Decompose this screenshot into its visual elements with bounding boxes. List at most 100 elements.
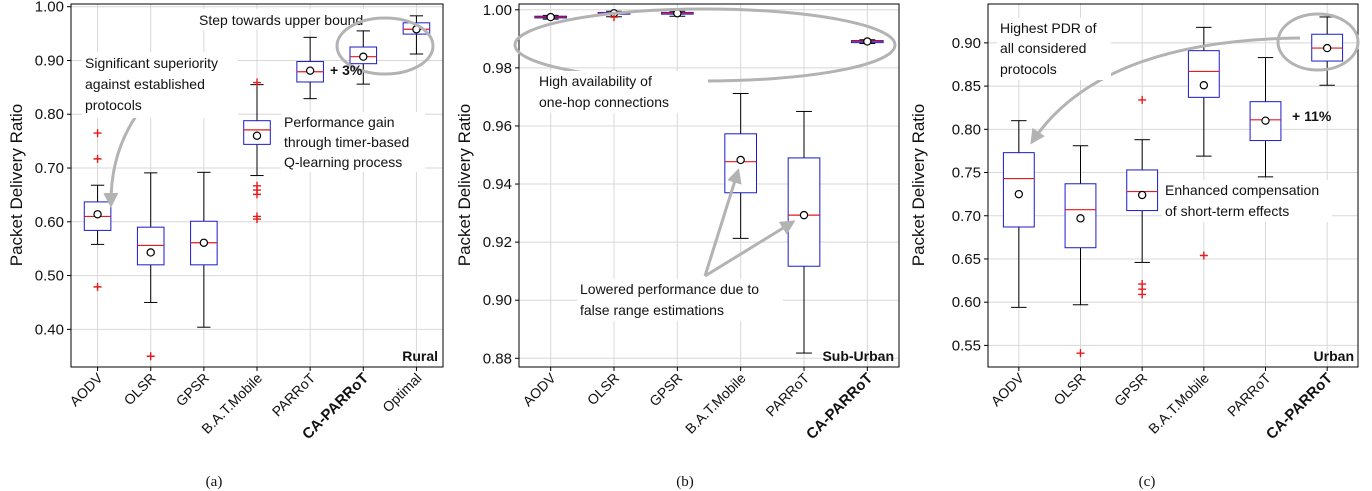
outlier-marker bbox=[93, 129, 102, 138]
y-tick-label: 0.90 bbox=[35, 52, 64, 69]
box-mean-marker bbox=[1076, 214, 1085, 223]
y-tick-label: 0.75 bbox=[952, 165, 981, 182]
panel-a-ylabel: Packet Delivery Ratio bbox=[7, 104, 26, 267]
x-tick-label: B.A.T.Mobile bbox=[682, 370, 749, 437]
outlier-marker bbox=[93, 282, 102, 291]
y-tick-label: 0.80 bbox=[952, 121, 981, 138]
y-tick-label: 0.96 bbox=[483, 118, 512, 135]
outlier-marker bbox=[253, 181, 261, 190]
annotation-a3: + 3% bbox=[330, 62, 363, 78]
annotation-bg-c1 bbox=[997, 18, 1111, 80]
y-tick-label: 1.00 bbox=[35, 0, 64, 16]
y-tick-label: 0.98 bbox=[483, 60, 512, 77]
box-b-a-t-mobile bbox=[243, 78, 271, 224]
x-tick-label: AODV bbox=[988, 369, 1028, 409]
panel-c-frame bbox=[987, 3, 1359, 368]
annotation-c2: + 11% bbox=[1292, 108, 1332, 124]
box-mean-marker bbox=[93, 210, 102, 219]
y-tick-label: 0.92 bbox=[483, 234, 512, 251]
box-mean-marker bbox=[305, 66, 315, 75]
box-aodv bbox=[1002, 120, 1035, 308]
y-tick-label: 0.70 bbox=[952, 208, 981, 225]
annotation-ellipse-b bbox=[513, 7, 897, 83]
box-ca-parrot bbox=[1311, 16, 1344, 86]
y-tick-label: 0.65 bbox=[952, 251, 981, 268]
panel-c-annotations: Highest PDR of all considered protocols … bbox=[997, 12, 1360, 222]
annotation-c3-line2: of short-term effects bbox=[1165, 203, 1289, 219]
panel-a: 0.40 0.50 0.60 0.70 0.80 0.90 1.00 AODV OLSR GPS… bbox=[7, 0, 444, 490]
box-mean-marker bbox=[799, 210, 809, 220]
box-mean-marker bbox=[359, 52, 368, 61]
box-mean-marker bbox=[736, 155, 745, 165]
y-tick-label: 0.60 bbox=[35, 214, 64, 231]
box-iqr bbox=[1187, 50, 1220, 98]
x-tick-label: PARRoT bbox=[1224, 369, 1274, 419]
box-iqr bbox=[1002, 152, 1035, 228]
y-tick-label: 0.50 bbox=[35, 268, 64, 285]
outlier-marker bbox=[93, 154, 102, 163]
annotation-a1-line1: Significant superiority bbox=[85, 55, 218, 71]
annotation-b1-line1: High availability of bbox=[539, 73, 652, 89]
annotation-bg-a2 bbox=[196, 9, 372, 30]
box-mean-marker bbox=[1322, 43, 1332, 53]
panel-a-annotations: Significant superiority against establis… bbox=[82, 9, 435, 208]
annotation-c3-line1: Enhanced compensation bbox=[1165, 182, 1319, 198]
x-tick-label: GPSR bbox=[1111, 370, 1150, 409]
annotation-bg-a1 bbox=[82, 52, 238, 118]
x-tick-label: PARRoT bbox=[269, 369, 319, 419]
annotation-bg-a4 bbox=[281, 112, 425, 172]
box-olsr bbox=[1064, 145, 1097, 358]
box-mean-marker bbox=[1137, 190, 1147, 200]
box-gpsr bbox=[190, 171, 218, 328]
y-tick-label: 0.85 bbox=[952, 78, 981, 95]
box-mean-marker bbox=[252, 131, 262, 140]
panel-c-yticks: 0.55 0.60 0.65 0.70 0.75 0.80 0.85 0.90 bbox=[952, 35, 988, 354]
x-tick-label: OLSR bbox=[121, 370, 159, 408]
annotation-bg-c3 bbox=[1162, 180, 1332, 222]
box-iqr bbox=[1126, 169, 1159, 212]
outlier-marker bbox=[1076, 349, 1085, 358]
box-gpsr bbox=[661, 9, 694, 18]
outlier-marker bbox=[146, 352, 155, 361]
box-b-a-t-mobile bbox=[1187, 26, 1220, 260]
x-tick-label: Optimal bbox=[379, 370, 424, 415]
x-tick-label: B.A.T.Mobile bbox=[1145, 370, 1212, 437]
panel-b-annotations: High availability of one-hop connections… bbox=[513, 7, 897, 321]
y-tick-label: 1.00 bbox=[483, 2, 512, 19]
x-tick-label: CA-PARRoT bbox=[803, 370, 876, 443]
annotation-bg-b1 bbox=[536, 71, 708, 113]
box-mean-marker bbox=[546, 12, 555, 22]
annotation-ellipse-a bbox=[335, 16, 435, 76]
annotation-arrow-c1 bbox=[1030, 36, 1301, 145]
annotation-bg-b2 bbox=[577, 279, 783, 321]
panel-b: 0.88 0.90 0.92 0.94 0.96 0.98 1.00 AODV OLSR GPS… bbox=[455, 2, 900, 490]
annotation-b1-line2: one-hop connections bbox=[539, 94, 669, 110]
x-tick-label: AODV bbox=[66, 369, 106, 409]
panel-b-label: (b) bbox=[676, 474, 694, 490]
outlier-marker bbox=[253, 212, 261, 221]
x-tick-label: CA-PARRoT bbox=[1263, 370, 1336, 443]
y-tick-label: 0.80 bbox=[35, 106, 64, 123]
box-gpsr bbox=[1126, 95, 1159, 299]
box-optimal bbox=[402, 15, 431, 55]
box-mean-marker bbox=[1199, 81, 1209, 90]
x-tick-label: AODV bbox=[519, 369, 559, 409]
panel-c-label: (c) bbox=[1139, 474, 1156, 490]
y-tick-label: 0.88 bbox=[483, 350, 512, 367]
box-parrot bbox=[1249, 57, 1282, 178]
x-tick-label: OLSR bbox=[1050, 370, 1088, 408]
x-tick-label: GPSR bbox=[173, 370, 212, 409]
panel-a-label: (a) bbox=[206, 474, 223, 490]
annotation-arrow-b1 bbox=[703, 168, 742, 277]
annotation-a1-line2: against established bbox=[85, 76, 205, 92]
box-aodv bbox=[534, 12, 567, 22]
box-b-a-t-mobile bbox=[724, 92, 757, 239]
annotation-a4-line3: Q-learning process bbox=[284, 154, 402, 170]
y-tick-label: 0.94 bbox=[483, 176, 512, 193]
box-olsr bbox=[136, 172, 165, 361]
annotation-a4-line2: through timer-based bbox=[284, 134, 409, 150]
